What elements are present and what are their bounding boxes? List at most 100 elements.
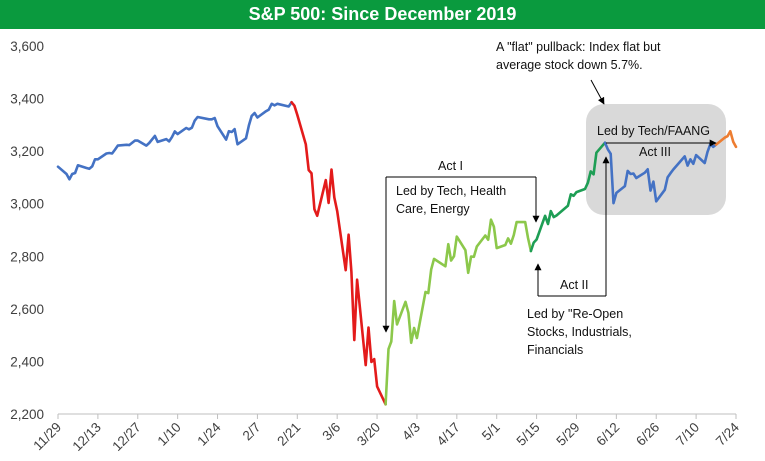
data-point	[413, 327, 415, 329]
data-point	[136, 139, 139, 142]
data-point	[473, 255, 475, 258]
data-point	[250, 115, 253, 117]
data-point	[114, 148, 116, 151]
x-tick-label: 4/3	[399, 420, 423, 444]
act-i-leaders-annotation: Led by Tech, Health Care, Energy	[396, 182, 506, 218]
flat-pullback-line-2: average stock down 5.7%.	[496, 58, 643, 72]
data-point	[156, 141, 159, 143]
data-point	[193, 119, 196, 122]
data-point	[455, 235, 458, 238]
data-point	[416, 337, 418, 339]
data-point	[171, 136, 173, 139]
x-tick-label: 12/27	[109, 420, 144, 455]
data-point	[370, 361, 373, 363]
data-point	[692, 162, 695, 165]
data-point	[148, 142, 151, 144]
x-tick-label: 7/24	[713, 419, 743, 449]
data-point	[470, 255, 472, 258]
data-point	[154, 135, 156, 137]
data-point	[504, 244, 507, 246]
data-point	[393, 300, 396, 302]
data-point	[233, 128, 236, 131]
data-point	[65, 173, 68, 175]
data-point	[310, 172, 313, 175]
data-point	[108, 152, 111, 154]
flat-pullback-annotation: A "flat" pullback: Index flat but averag…	[496, 38, 661, 74]
act-ii-leaders-line-1: Led by "Re-Open	[527, 307, 624, 321]
data-point	[726, 135, 729, 138]
data-point	[245, 137, 247, 140]
data-point	[91, 165, 94, 168]
data-point	[604, 141, 606, 144]
data-point	[695, 154, 697, 157]
x-tick-label: 2/7	[240, 420, 264, 444]
data-point	[493, 225, 495, 228]
data-point	[396, 323, 398, 326]
data-point	[407, 311, 410, 314]
data-point	[467, 271, 470, 274]
data-point	[609, 152, 612, 155]
data-point	[735, 146, 737, 148]
data-point	[128, 144, 131, 147]
data-point	[629, 173, 632, 175]
x-tick-label: 5/29	[553, 420, 582, 449]
data-point	[253, 112, 256, 114]
data-point	[555, 214, 558, 217]
data-point	[185, 127, 188, 129]
data-point	[487, 238, 490, 241]
data-point	[575, 191, 578, 194]
data-point	[364, 364, 367, 366]
data-point	[94, 158, 96, 161]
data-point	[267, 108, 270, 111]
data-point	[188, 128, 190, 131]
chart-title: S&P 500: Since December 2019	[248, 4, 517, 24]
data-point	[97, 158, 99, 161]
data-point	[615, 192, 618, 194]
x-tick-label: 3/20	[354, 420, 383, 449]
data-point	[606, 148, 609, 151]
x-tick-label: 2/21	[274, 420, 303, 449]
data-point	[723, 136, 726, 139]
data-point	[344, 269, 347, 272]
act-ii-leaders-line-2: Stocks, Industrials,	[527, 325, 632, 339]
data-point	[270, 102, 273, 105]
data-point	[68, 178, 71, 181]
data-point	[208, 118, 210, 121]
data-point	[495, 247, 498, 250]
y-tick-label: 3,000	[10, 197, 44, 212]
x-tick-label: 1/10	[155, 420, 184, 449]
data-point	[236, 143, 239, 146]
x-tick-label: 4/17	[434, 420, 463, 449]
act-ii-leaders-annotation: Led by "Re-Open Stocks, Industrials, Fin…	[527, 305, 632, 359]
act-i-label: Act I	[438, 159, 464, 173]
data-point	[510, 242, 512, 245]
data-point	[88, 167, 91, 170]
data-point	[686, 164, 689, 167]
x-tick-label: 3/6	[319, 420, 343, 444]
data-point	[390, 340, 393, 343]
series-line-1	[56, 101, 293, 181]
data-point	[313, 208, 316, 211]
data-point	[367, 326, 370, 329]
data-point	[176, 133, 179, 136]
data-point	[336, 210, 339, 213]
data-point	[475, 245, 478, 248]
y-tick-label: 2,400	[10, 354, 44, 369]
act-i-leaders-line-2: Care, Energy	[396, 202, 470, 216]
data-point	[387, 348, 390, 350]
data-point	[316, 214, 319, 217]
data-point	[424, 291, 427, 293]
y-tick-label: 2,600	[10, 302, 44, 317]
data-point	[712, 146, 715, 148]
data-point	[57, 165, 59, 168]
data-point	[447, 243, 450, 246]
data-point	[512, 234, 515, 236]
data-point	[450, 259, 452, 262]
data-point	[549, 210, 552, 213]
data-point	[330, 168, 333, 171]
data-point	[527, 237, 529, 239]
data-point	[134, 139, 136, 142]
data-point	[530, 250, 532, 252]
data-point	[584, 188, 586, 190]
